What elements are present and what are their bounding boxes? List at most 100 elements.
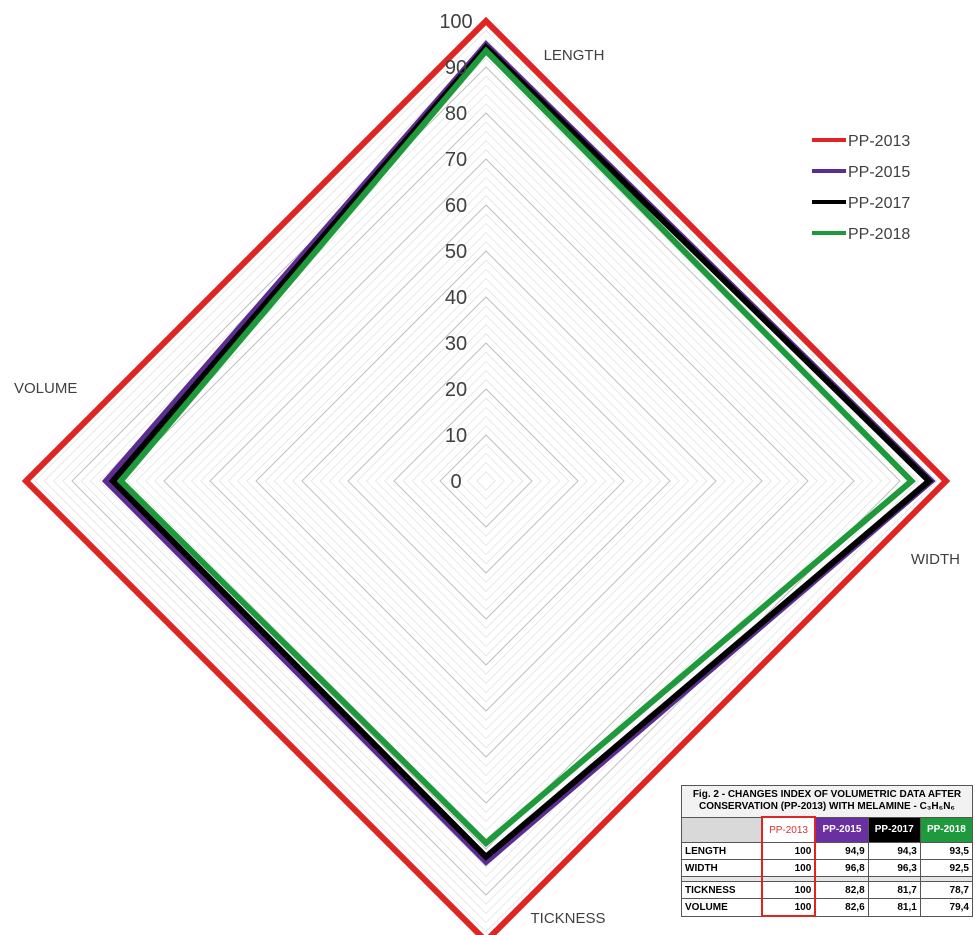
grid-ring bbox=[99, 94, 873, 868]
grid-ring bbox=[384, 379, 588, 583]
table-cell: 82,8 bbox=[814, 881, 869, 899]
grid-ring bbox=[218, 213, 754, 749]
grid-ring bbox=[135, 130, 837, 832]
grid-ring bbox=[71, 66, 901, 896]
table-row: VOLUME 100 82,6 81,1 79,4 bbox=[680, 898, 974, 917]
grid-ring bbox=[154, 149, 818, 813]
tick-label: 10 bbox=[445, 425, 467, 447]
axis-label-volume: VOLUME bbox=[14, 380, 77, 397]
table-header-pp2017: PP-2017 bbox=[867, 816, 921, 843]
grid-ring bbox=[126, 121, 846, 841]
tick-label: 50 bbox=[445, 241, 467, 263]
tick-label: 20 bbox=[445, 379, 467, 401]
grid-ring bbox=[89, 84, 883, 878]
grid-ring bbox=[476, 471, 496, 491]
grid-ring bbox=[448, 443, 524, 519]
grid-ring bbox=[264, 259, 708, 703]
legend-label: PP-2018 bbox=[848, 226, 910, 243]
table-cell: 81,7 bbox=[867, 881, 921, 899]
grid-ring bbox=[457, 452, 515, 510]
grid-ring bbox=[191, 186, 781, 776]
grid-ring bbox=[80, 75, 892, 887]
table-row: TICKNESS 100 82,8 81,7 78,7 bbox=[680, 881, 974, 899]
table-caption: Fig. 2 - CHANGES INDEX OF VOLUMETRIC DAT… bbox=[681, 785, 973, 818]
table-cell: 78,7 bbox=[919, 881, 974, 899]
legend-label: PP-2017 bbox=[848, 195, 910, 212]
grid-ring bbox=[209, 204, 763, 758]
grid-ring bbox=[273, 268, 699, 694]
grid-ring bbox=[200, 195, 772, 767]
grid-ring bbox=[301, 296, 671, 666]
table-row: WIDTH 100 96,8 96,3 92,5 bbox=[680, 859, 974, 877]
table-cell: 81,1 bbox=[867, 898, 921, 917]
row-label: WIDTH bbox=[680, 859, 763, 877]
table-cell: 100 bbox=[760, 842, 817, 860]
table-cell: 100 bbox=[760, 881, 817, 899]
table-header-pp2018: PP-2018 bbox=[919, 816, 974, 843]
tick-label: 40 bbox=[445, 287, 467, 309]
tick-label: 0 bbox=[450, 471, 461, 493]
grid-ring bbox=[329, 324, 643, 638]
legend: PP-2013 PP-2015 PP-2017 PP-2018 bbox=[812, 133, 910, 243]
grid-ring bbox=[338, 333, 634, 629]
table-corner-cell bbox=[680, 816, 763, 843]
table-cell: 94,3 bbox=[867, 842, 921, 860]
radar-series bbox=[21, 16, 951, 935]
grid-ring bbox=[34, 29, 938, 933]
grid-ring bbox=[375, 370, 597, 592]
series-polygon-pp-2018 bbox=[116, 46, 916, 848]
row-label: VOLUME bbox=[680, 898, 763, 917]
grid-ring bbox=[402, 397, 570, 565]
table-header-row: PP-2013 PP-2015 PP-2017 PP-2018 bbox=[680, 816, 974, 843]
legend-label: PP-2015 bbox=[848, 164, 910, 181]
series-polygon-pp-2013 bbox=[21, 16, 951, 935]
axis-label-length: LENGTH bbox=[544, 47, 605, 64]
grid-ring bbox=[53, 48, 919, 914]
table-header-pp2015: PP-2015 bbox=[814, 816, 869, 843]
grid-ring bbox=[108, 103, 864, 859]
grid-ring bbox=[255, 250, 717, 712]
grid-ring bbox=[439, 434, 533, 528]
table-cell: 93,5 bbox=[919, 842, 974, 860]
table-cell: 96,3 bbox=[867, 859, 921, 877]
grid-ring bbox=[356, 351, 616, 611]
tick-label: 70 bbox=[445, 149, 467, 171]
legend-label: PP-2013 bbox=[848, 133, 910, 150]
axis-label-width: WIDTH bbox=[911, 551, 960, 568]
grid-ring bbox=[62, 57, 910, 905]
tick-label: 90 bbox=[445, 57, 467, 79]
table-cell: 100 bbox=[760, 898, 817, 917]
table-cell: 94,9 bbox=[814, 842, 869, 860]
grid-ring bbox=[310, 305, 662, 657]
grid-ring bbox=[172, 167, 800, 795]
table-header-pp2013: PP-2013 bbox=[760, 816, 817, 843]
grid-ring bbox=[430, 425, 542, 537]
grid-ring bbox=[163, 158, 809, 804]
grid-ring bbox=[365, 360, 607, 602]
grid-ring bbox=[421, 416, 551, 546]
table-cell: 92,5 bbox=[919, 859, 974, 877]
row-label: LENGTH bbox=[680, 842, 763, 860]
grid-ring bbox=[292, 287, 680, 675]
row-label: TICKNESS bbox=[680, 881, 763, 899]
tick-label: 30 bbox=[445, 333, 467, 355]
table-cell: 79,4 bbox=[919, 898, 974, 917]
table-row: LENGTH 100 94,9 94,3 93,5 bbox=[680, 842, 974, 860]
tick-label: 60 bbox=[445, 195, 467, 217]
radial-tick-labels: 0 10 20 30 40 50 60 70 80 90 100 bbox=[439, 11, 472, 493]
radar-grid bbox=[34, 29, 938, 933]
grid-ring bbox=[237, 232, 735, 730]
grid-ring bbox=[145, 140, 827, 822]
data-table: Fig. 2 - CHANGES INDEX OF VOLUMETRIC DAT… bbox=[680, 785, 974, 917]
grid-ring bbox=[117, 112, 855, 850]
axis-label-tickness: TICKNESS bbox=[530, 910, 605, 927]
grid-ring bbox=[246, 241, 726, 721]
grid-ring bbox=[181, 176, 791, 786]
series-polygon-pp-2017 bbox=[108, 42, 934, 861]
tick-label: 100 bbox=[439, 11, 472, 33]
table-caption-row: Fig. 2 - CHANGES INDEX OF VOLUMETRIC DAT… bbox=[681, 785, 973, 818]
grid-ring bbox=[227, 222, 745, 740]
grid-ring bbox=[283, 278, 689, 684]
table-cell: 82,6 bbox=[814, 898, 869, 917]
